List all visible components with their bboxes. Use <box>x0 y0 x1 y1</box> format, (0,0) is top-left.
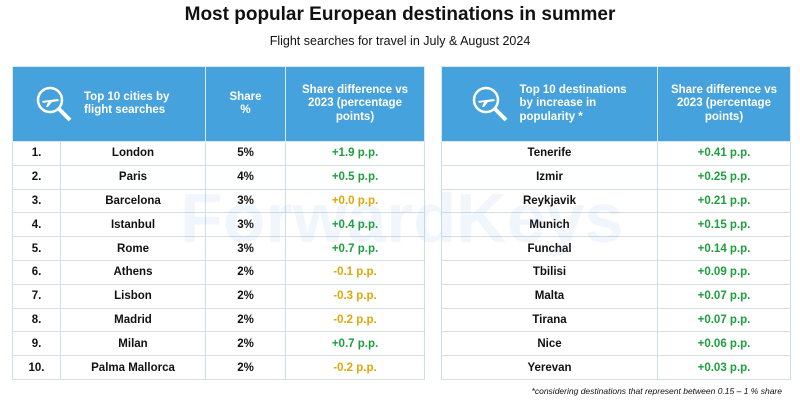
share-difference: +0.0 p.p. <box>285 189 425 214</box>
city: London <box>60 141 206 166</box>
share: 2% <box>205 308 286 333</box>
row: Tbilisi +0.09 p.p. <box>441 260 791 285</box>
share-difference: +0.5 p.p. <box>285 165 425 190</box>
share: 4% <box>205 165 286 190</box>
row: 9. Milan 2% +0.7 p.p. <box>12 331 425 357</box>
share: 2% <box>205 331 286 357</box>
city: Funchal <box>441 236 658 261</box>
city: Reykjavik <box>441 189 658 214</box>
share-difference: +0.21 p.p. <box>657 189 791 214</box>
rank: 1. <box>12 141 61 166</box>
rank: 2. <box>12 165 61 190</box>
rank: 7. <box>12 284 61 309</box>
city: Malta <box>441 284 658 309</box>
row: 2. Paris 4% +0.5 p.p. <box>12 165 425 190</box>
rank: 3. <box>12 189 61 214</box>
column-header: Top 10 cities by flight searches <box>84 90 170 116</box>
rank: 10. <box>12 355 61 380</box>
share-difference: +0.09 p.p. <box>657 260 791 285</box>
city: Yerevan <box>441 355 658 380</box>
city: Paris <box>60 165 206 190</box>
city: Palma Mallorca <box>60 355 206 380</box>
city: Athens <box>60 260 206 285</box>
city: Nice <box>441 331 658 357</box>
share-difference: +0.03 p.p. <box>657 355 791 380</box>
share-difference: +0.4 p.p. <box>285 212 425 238</box>
title: Most popular European destinations in su… <box>184 4 616 25</box>
city: Madrid <box>60 308 206 333</box>
rank: 8. <box>12 308 61 333</box>
row: Reykjavik +0.21 p.p. <box>441 189 791 214</box>
city: Izmir <box>441 165 658 190</box>
share: 5% <box>205 141 286 166</box>
city: Istanbul <box>60 212 206 238</box>
rank: 9. <box>12 331 61 357</box>
right-table: Top 10 destinations by increase in popul… <box>441 66 791 380</box>
rank: 6. <box>12 260 61 285</box>
column-header-text: Share % <box>229 90 262 116</box>
city: Barcelona <box>60 189 206 214</box>
row: Tenerife +0.41 p.p. <box>441 141 791 166</box>
share: 3% <box>205 236 286 261</box>
share: 2% <box>205 260 286 285</box>
column-header: Top 10 destinations by increase in popul… <box>519 84 627 123</box>
footnote: *considering destinations that represent… <box>531 386 782 396</box>
rank: 5. <box>12 236 61 261</box>
row: Malta +0.07 p.p. <box>441 284 791 309</box>
row: 7. Lisbon 2% -0.3 p.p. <box>12 284 425 309</box>
share-difference: -0.2 p.p. <box>285 308 425 333</box>
row: 8. Madrid 2% -0.2 p.p. <box>12 308 425 333</box>
row: 4. Istanbul 3% +0.4 p.p. <box>12 212 425 238</box>
column-header: Share % <box>205 66 286 142</box>
row: 10. Palma Mallorca 2% -0.2 p.p. <box>12 355 425 380</box>
watermark: ForwardKeys <box>180 179 624 257</box>
share: 2% <box>205 355 286 380</box>
row: 1. London 5% +1.9 p.p. <box>12 141 425 166</box>
row: Munich +0.15 p.p. <box>441 212 791 238</box>
city: Lisbon <box>60 284 206 309</box>
rank: 4. <box>12 212 61 238</box>
row: 3. Barcelona 3% +0.0 p.p. <box>12 189 425 214</box>
share-difference: +1.9 p.p. <box>285 141 425 166</box>
column-header: Share difference vs 2023 (percentage poi… <box>657 66 791 142</box>
header-cell: Top 10 destinations by increase in popul… <box>441 66 658 142</box>
city: Rome <box>60 236 206 261</box>
row: Tirana +0.07 p.p. <box>441 308 791 333</box>
column-header: Share difference vs 2023 (percentage poi… <box>285 66 425 142</box>
search-flight-icon <box>36 86 72 122</box>
row: 6. Athens 2% -0.1 p.p. <box>12 260 425 285</box>
share-difference: +0.7 p.p. <box>285 236 425 261</box>
share: 2% <box>205 284 286 309</box>
row: 5. Rome 3% +0.7 p.p. <box>12 236 425 261</box>
share: 3% <box>205 212 286 238</box>
row: Nice +0.06 p.p. <box>441 331 791 357</box>
city: Milan <box>60 331 206 357</box>
share-difference: -0.2 p.p. <box>285 355 425 380</box>
share-difference: +0.25 p.p. <box>657 165 791 190</box>
share-difference: -0.3 p.p. <box>285 284 425 309</box>
city: Tenerife <box>441 141 658 166</box>
city: Tbilisi <box>441 260 658 285</box>
row: Izmir +0.25 p.p. <box>441 165 791 190</box>
share-difference: +0.7 p.p. <box>285 331 425 357</box>
header-cell: Top 10 cities by flight searches <box>12 66 206 142</box>
city: Munich <box>441 212 658 238</box>
share: 3% <box>205 189 286 214</box>
share-difference: +0.07 p.p. <box>657 284 791 309</box>
left-table: Top 10 cities by flight searches Share %… <box>12 66 425 380</box>
share-difference: +0.14 p.p. <box>657 236 791 261</box>
share-difference: +0.06 p.p. <box>657 331 791 357</box>
row: Yerevan +0.03 p.p. <box>441 355 791 380</box>
share-difference: +0.07 p.p. <box>657 308 791 333</box>
share-difference: +0.15 p.p. <box>657 212 791 238</box>
subtitle: Flight searches for travel in July & Aug… <box>269 34 531 48</box>
share-difference: +0.41 p.p. <box>657 141 791 166</box>
share-difference: -0.1 p.p. <box>285 260 425 285</box>
row: Funchal +0.14 p.p. <box>441 236 791 261</box>
search-flight-icon <box>472 86 507 122</box>
city: Tirana <box>441 308 658 333</box>
